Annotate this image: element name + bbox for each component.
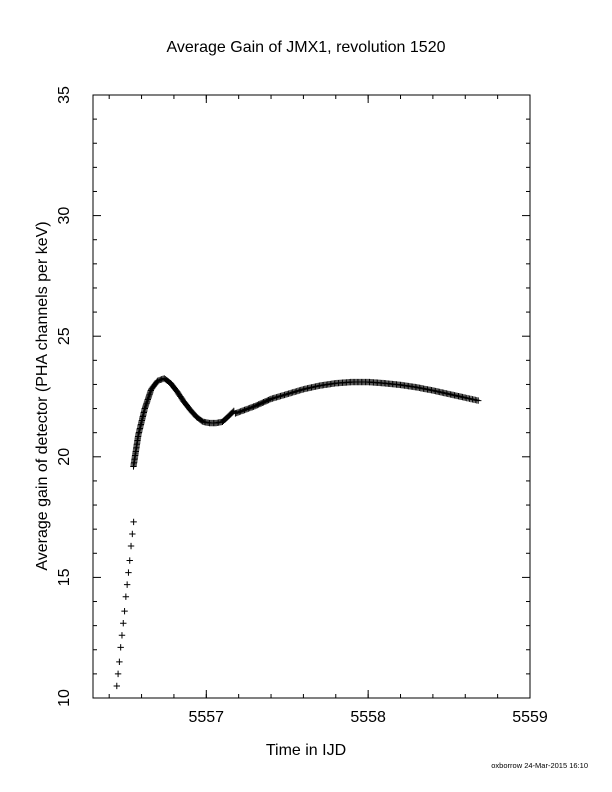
series-group	[113, 518, 137, 690]
data-point	[428, 387, 435, 394]
y-tick-label: 10	[56, 689, 73, 707]
data-point	[130, 518, 137, 526]
data-points	[113, 375, 482, 690]
data-point	[118, 632, 126, 639]
x-axis-label: Time in IJD	[266, 742, 346, 759]
data-point	[121, 607, 128, 615]
data-point	[127, 542, 135, 550]
data-point	[444, 390, 451, 397]
series-group	[232, 378, 482, 417]
x-tick-label: 5559	[512, 709, 548, 726]
data-point	[265, 396, 272, 404]
series-group	[130, 375, 238, 470]
footer-stamp: oxborrow 24-Mar-2015 16:10	[491, 761, 588, 770]
data-point	[123, 581, 131, 588]
data-point	[315, 382, 322, 390]
data-point	[129, 530, 136, 538]
y-tick-label: 20	[56, 448, 73, 466]
data-point	[113, 682, 120, 690]
data-point	[172, 386, 179, 393]
data-point	[126, 557, 133, 564]
data-point	[116, 658, 123, 666]
x-axis: 5557 5558 5559	[108, 95, 548, 726]
data-point	[134, 433, 142, 440]
data-point	[117, 644, 124, 651]
y-tick-label: 25	[56, 327, 73, 345]
y-tick-label: 35	[56, 86, 73, 104]
data-point	[178, 395, 186, 403]
dense-points	[233, 378, 480, 417]
data-point	[120, 620, 127, 627]
data-point	[223, 414, 230, 422]
data-point	[197, 417, 205, 424]
dense-points	[130, 375, 237, 469]
data-point	[122, 593, 130, 600]
data-point	[298, 386, 306, 393]
data-point	[460, 394, 468, 401]
data-point	[114, 670, 122, 678]
y-axis: 10 15 20 25 30 35	[56, 86, 530, 707]
x-tick-label: 5558	[350, 709, 386, 726]
data-point	[191, 411, 198, 419]
y-axis-label: Average gain of detector (PHA channels p…	[34, 221, 51, 570]
data-point	[125, 569, 132, 576]
plot-frame	[92, 94, 531, 699]
y-tick-label: 15	[56, 568, 73, 586]
data-point	[165, 378, 172, 385]
data-point	[473, 397, 480, 404]
chart-title: Average Gain of JMX1, revolution 1520	[167, 39, 446, 56]
y-tick-label: 30	[56, 207, 73, 225]
x-tick-label: 5557	[188, 709, 224, 726]
data-point	[282, 391, 290, 398]
